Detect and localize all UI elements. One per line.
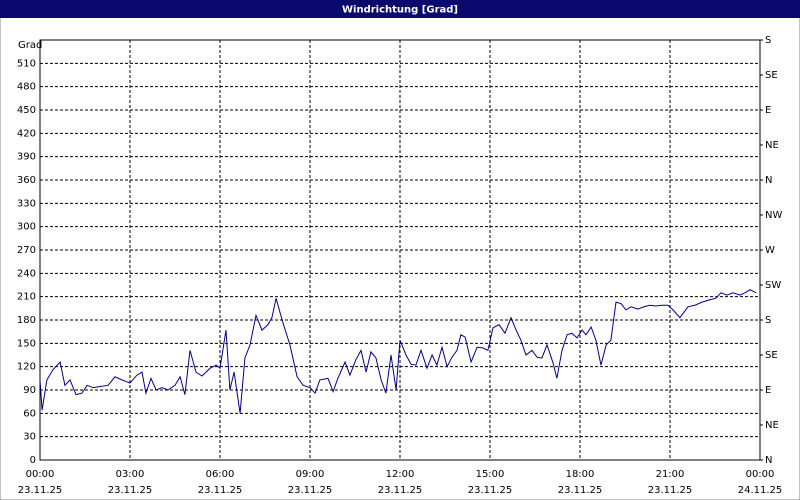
x-tick-label: 09:00 [296,469,325,480]
y-tick-label: 420 [17,128,36,139]
y-tick-label: 180 [17,315,36,326]
x-tick-date: 23.11.25 [108,485,153,496]
y-tick-label: 60 [23,408,36,419]
y-tick-label: 390 [17,152,36,163]
x-tick-label: 00:00 [746,469,775,480]
x-tick-label: 03:00 [116,469,145,480]
y-tick-label: 90 [23,385,36,396]
x-tick-label: 15:00 [476,469,505,480]
x-tick-date: 23.11.25 [198,485,243,496]
chart-title: Windrichtung [Grad] [342,5,458,16]
y-axis-label: Grad [18,40,42,51]
y-tick-label: 270 [17,245,36,256]
y2-tick-label: NW [765,210,782,221]
x-tick-label: 06:00 [206,469,235,480]
y-tick-label: 360 [17,175,36,186]
y-tick-label: 210 [17,292,36,303]
x-tick-date: 23.11.25 [558,485,603,496]
y2-tick-label: W [765,245,775,256]
y2-tick-label: N [765,175,772,186]
x-tick-date: 23.11.25 [288,485,333,496]
x-tick-label: 18:00 [566,469,595,480]
y-tick-label: 450 [17,105,36,116]
y2-tick-label: N [765,455,772,466]
y2-tick-label: E [765,385,771,396]
y-tick-label: 240 [17,268,36,279]
x-tick-label: 21:00 [656,469,685,480]
x-tick-label: 12:00 [386,469,415,480]
y-tick-label: 480 [17,82,36,93]
y-tick-label: 120 [17,362,36,373]
x-tick-label: 00:00 [26,469,55,480]
x-tick-date: 23.11.25 [378,485,423,496]
y2-tick-label: NE [765,140,779,151]
y-tick-label: 150 [17,338,36,349]
plot-border [39,39,761,461]
x-tick-date: 23.11.25 [468,485,513,496]
title-bar [0,0,800,18]
y-tick-label: 510 [17,58,36,69]
y2-tick-label: E [765,105,771,116]
x-tick-date: 24.11.25 [738,485,783,496]
y-tick-label: 300 [17,222,36,233]
y2-tick-label: SW [765,280,781,291]
y-tick-label: 30 [23,432,36,443]
x-tick-date: 23.11.25 [18,485,63,496]
y2-tick-label: S [765,315,771,326]
x-tick-date: 23.11.25 [648,485,693,496]
y-tick-label: 0 [30,455,36,466]
y2-tick-label: NE [765,420,779,431]
data-line [39,289,757,414]
y-tick-label: 330 [17,198,36,209]
y2-tick-label: SE [765,70,778,81]
y2-tick-label: SE [765,350,778,361]
y2-tick-label: S [765,35,771,46]
